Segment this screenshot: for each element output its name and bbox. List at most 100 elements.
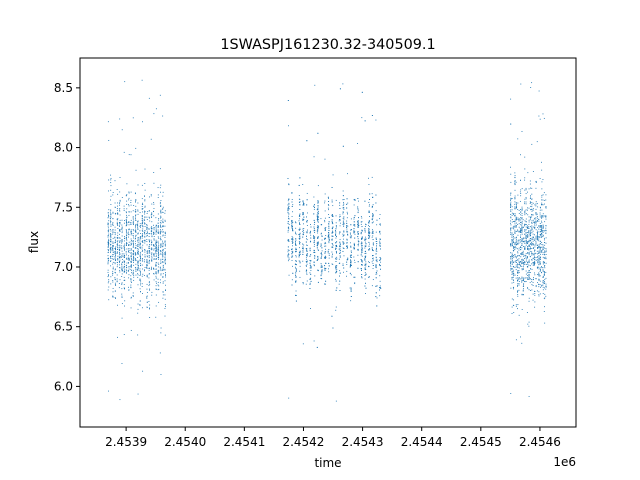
data-point — [545, 206, 547, 207]
data-point — [521, 268, 523, 270]
data-point — [528, 231, 530, 233]
data-point — [343, 199, 345, 200]
data-point — [299, 209, 301, 210]
y-tick-label: 8.5 — [54, 81, 73, 95]
data-point — [511, 264, 513, 266]
data-point — [368, 248, 370, 250]
data-point — [146, 306, 148, 308]
data-point — [525, 229, 527, 231]
data-point — [328, 235, 330, 237]
data-point — [153, 248, 155, 250]
data-point — [142, 268, 144, 270]
data-point — [302, 214, 304, 216]
data-point — [299, 243, 301, 245]
data-point — [135, 243, 136, 245]
data-point — [299, 198, 301, 200]
data-point — [119, 399, 121, 401]
data-point — [291, 227, 293, 229]
data-point — [522, 250, 524, 252]
data-point — [514, 266, 516, 268]
data-point — [365, 223, 367, 225]
data-point — [116, 280, 118, 282]
data-point — [325, 255, 326, 257]
data-point — [324, 251, 326, 253]
data-point — [130, 282, 132, 283]
data-point — [342, 247, 344, 249]
data-point — [295, 247, 297, 249]
data-point — [148, 228, 150, 230]
data-point — [155, 268, 157, 270]
data-point — [110, 249, 112, 250]
data-point — [350, 300, 352, 302]
data-point — [515, 244, 517, 246]
data-point — [357, 212, 359, 214]
data-point — [375, 241, 377, 242]
data-point — [347, 259, 349, 261]
data-point — [541, 214, 543, 216]
data-point — [380, 258, 382, 260]
data-point — [160, 216, 162, 218]
data-point — [324, 269, 326, 271]
data-point — [141, 237, 143, 239]
data-point — [324, 230, 326, 232]
data-point — [521, 265, 523, 267]
data-point — [165, 306, 166, 308]
data-point — [164, 244, 166, 246]
data-point — [372, 257, 374, 259]
data-point — [140, 280, 142, 282]
data-point — [107, 289, 109, 291]
data-point — [137, 334, 139, 336]
data-point — [522, 266, 524, 268]
data-point — [545, 277, 547, 279]
data-point — [137, 248, 139, 250]
data-point — [135, 226, 136, 228]
data-point — [544, 287, 545, 289]
data-point — [164, 334, 166, 336]
data-point — [305, 241, 307, 243]
data-point — [535, 214, 537, 216]
data-point — [518, 278, 520, 280]
data-point — [317, 259, 318, 260]
data-point — [520, 241, 522, 243]
data-point — [135, 211, 137, 213]
data-point — [130, 278, 132, 280]
data-point — [135, 235, 137, 237]
data-point — [121, 226, 123, 228]
data-point — [137, 240, 139, 242]
data-point — [510, 260, 512, 262]
data-point — [350, 235, 352, 237]
data-point — [517, 265, 519, 267]
data-point — [525, 255, 527, 257]
data-point — [119, 199, 121, 201]
x-tick-label: 2.4545 — [460, 435, 502, 449]
data-point — [130, 265, 132, 267]
data-point — [134, 254, 136, 256]
data-point — [162, 242, 164, 244]
data-point — [130, 279, 132, 281]
data-point — [524, 177, 526, 179]
data-point — [511, 212, 513, 214]
data-point — [523, 241, 525, 243]
data-point — [537, 247, 539, 249]
data-point — [360, 221, 362, 223]
data-point — [155, 272, 157, 274]
data-point — [288, 254, 290, 256]
data-point — [510, 181, 512, 183]
data-point — [331, 232, 333, 234]
data-point — [536, 250, 538, 252]
data-point — [107, 121, 109, 123]
data-point — [527, 214, 529, 216]
data-point — [128, 154, 130, 156]
data-point — [518, 277, 520, 278]
data-point — [368, 276, 370, 278]
data-point — [368, 231, 370, 233]
data-point — [539, 234, 541, 236]
data-point — [376, 285, 378, 287]
data-point — [141, 223, 143, 225]
data-point — [125, 237, 127, 238]
data-point — [130, 275, 132, 277]
data-point — [287, 239, 289, 241]
data-point — [360, 233, 362, 235]
data-point — [133, 261, 134, 263]
data-point — [544, 306, 545, 308]
